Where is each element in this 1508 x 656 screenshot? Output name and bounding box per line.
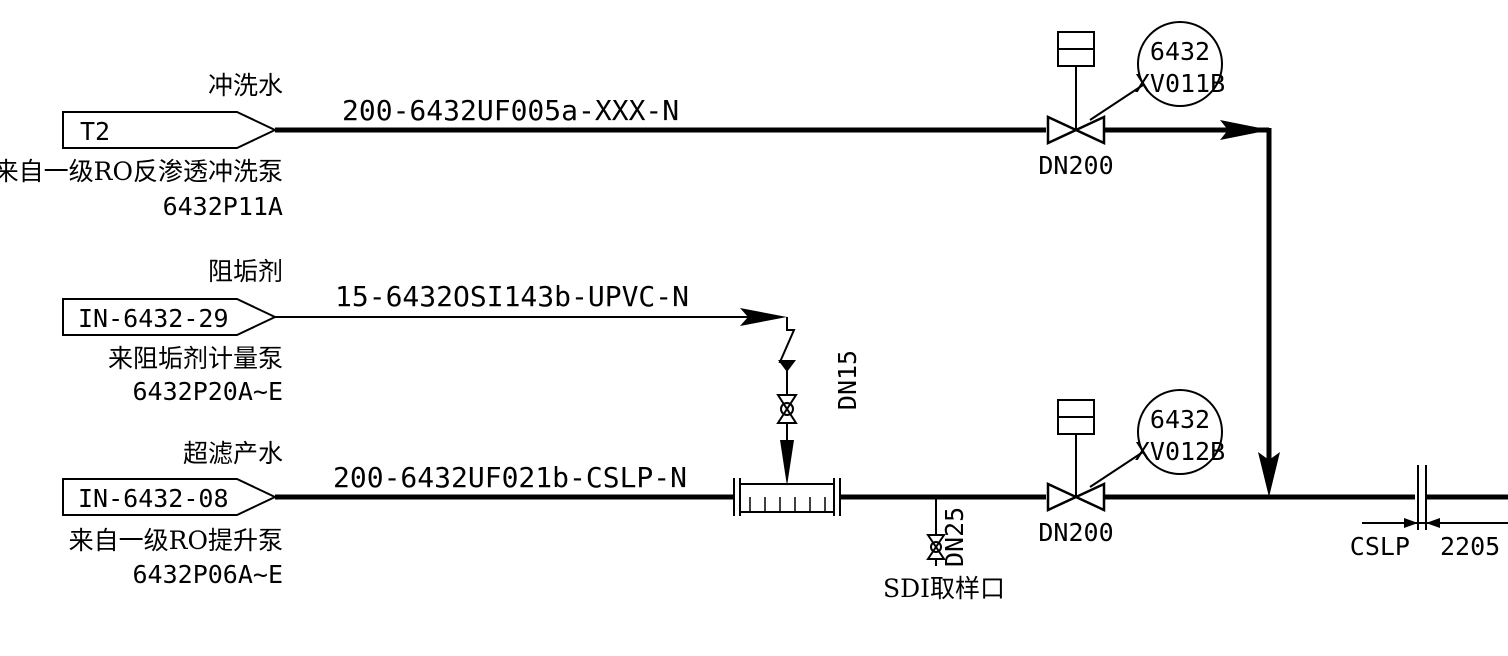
product-tag: IN-6432-08	[78, 484, 229, 513]
product-source-desc: 来自一级RO提升泵	[69, 526, 283, 555]
injection-arrow-icon	[780, 440, 794, 486]
antiscalant-check-valve[interactable]	[778, 317, 796, 374]
flush-instrument-tag: XV011B	[1135, 69, 1225, 98]
sdi-sample-size: DN25	[940, 507, 969, 567]
product-instrument-area: 6432	[1150, 405, 1210, 434]
gate-valve-icon	[776, 394, 798, 411]
flush-offpage-connector[interactable]	[62, 111, 278, 149]
flush-instrument-area: 6432	[1150, 37, 1210, 66]
product-valve-body-icon	[1046, 482, 1079, 512]
antiscalant-pipe-spec: 15-6432OSI143b-UPVC-N	[335, 280, 689, 313]
flush-tag: T2	[80, 117, 110, 146]
flush-control-valve[interactable]	[1046, 31, 1106, 145]
static-mixer[interactable]	[733, 478, 841, 516]
flush-instrument-bubble[interactable]	[1137, 21, 1223, 107]
flush-valve-body-icon	[1046, 115, 1079, 145]
product-instrument-leader	[1089, 451, 1144, 488]
sdi-sample-label: SDI取样口	[883, 574, 1005, 603]
antiscalant-branch-size: DN15	[833, 350, 862, 410]
flush-label: 冲洗水	[208, 71, 283, 100]
antiscalant-source-equipment: 6432P20A~E	[132, 377, 283, 406]
antiscalant-source-desc: 来阻垢剂计量泵	[108, 344, 283, 373]
antiscalant-offpage-connector[interactable]	[62, 298, 278, 336]
product-pipe-spec: 200-6432UF021b-CSLP-N	[333, 461, 687, 494]
flush-source-desc: 来自一级RO反渗透冲洗泵	[0, 157, 283, 186]
spec-break-left: CSLP	[1350, 532, 1410, 561]
spec-break[interactable]	[1362, 465, 1508, 530]
product-instrument-tag: XV012B	[1135, 437, 1225, 466]
antiscalant-line-group: 阻垢剂 IN-6432-29 来阻垢剂计量泵 6432P20A~E 15-643…	[62, 257, 862, 486]
antiscalant-label: 阻垢剂	[208, 257, 283, 286]
flush-flow-arrow-icon	[1220, 120, 1270, 140]
spec-break-right: 2205	[1440, 532, 1500, 561]
product-control-valve[interactable]	[1046, 399, 1106, 512]
antiscalant-tag: IN-6432-29	[78, 304, 229, 333]
flush-line-group: 冲洗水 T2 来自一级RO反渗透冲洗泵 6432P11A 200-6432UF0…	[0, 21, 1280, 497]
flush-valve-size: DN200	[1038, 151, 1113, 180]
static-mixer-icon	[739, 483, 835, 513]
product-line-group: 超滤产水 IN-6432-08 来自一级RO提升泵 6432P06A~E 200…	[62, 389, 1508, 603]
product-source-equipment: 6432P06A~E	[132, 560, 283, 589]
sample-valve-icon	[926, 534, 946, 549]
flush-instrument-leader	[1089, 84, 1144, 121]
flush-source-equipment: 6432P11A	[163, 192, 283, 221]
flush-down-arrow-icon	[1258, 452, 1280, 497]
flush-pipe-spec: 200-6432UF005a-XXX-N	[342, 94, 679, 127]
product-label: 超滤产水	[183, 439, 283, 468]
product-instrument-bubble[interactable]	[1137, 389, 1223, 475]
antiscalant-flow-arrow-icon	[740, 308, 787, 326]
product-offpage-connector[interactable]	[62, 478, 278, 516]
antiscalant-isolation-valve[interactable]	[776, 394, 798, 424]
product-valve-size: DN200	[1038, 518, 1113, 547]
